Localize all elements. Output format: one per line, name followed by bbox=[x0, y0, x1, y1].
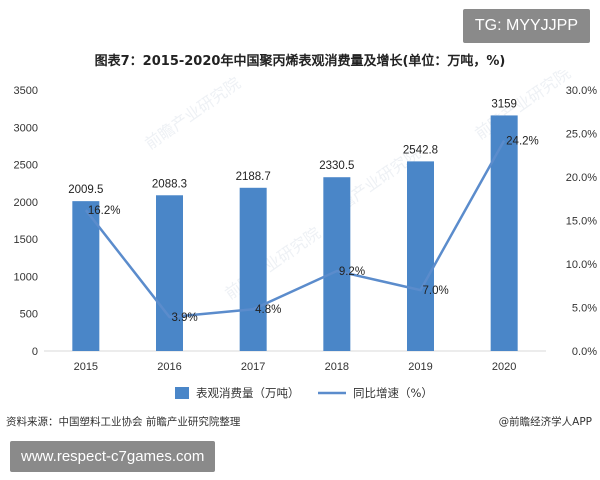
bar bbox=[407, 161, 434, 351]
channel-badge: TG: MYYJJPP bbox=[462, 9, 590, 43]
y-left-tick-label: 500 bbox=[20, 309, 38, 321]
bar bbox=[490, 115, 518, 351]
x-tick-label: 2020 bbox=[492, 361, 516, 373]
bar-value-label: 3159 bbox=[491, 98, 517, 110]
line-value-label: 16.2% bbox=[88, 205, 121, 217]
line-value-label: 4.8% bbox=[255, 304, 281, 316]
legend-bar-swatch bbox=[175, 387, 189, 399]
y-left-tick-label: 2000 bbox=[14, 197, 38, 209]
chart-canvas: 前瞻产业研究院前瞻产业研究院前瞻产业研究院前瞻产业研究院050010001500… bbox=[14, 70, 598, 400]
x-tick-label: 2016 bbox=[157, 361, 181, 373]
bar-value-label: 2188.7 bbox=[236, 171, 271, 183]
bar-value-label: 2330.5 bbox=[319, 160, 354, 172]
source-note: 资料来源：中国塑料工业协会 前瞻产业研究院整理 bbox=[6, 416, 241, 428]
chart-title: 图表7：2015-2020年中国聚丙烯表观消费量及增长(单位：万吨，%) bbox=[94, 54, 506, 69]
y-left-tick-label: 1000 bbox=[14, 271, 38, 283]
x-tick-label: 2017 bbox=[241, 361, 265, 373]
url-badge: www.respect-c7games.com bbox=[10, 441, 216, 472]
watermark-text-3: 前瞻产业研究院 bbox=[221, 223, 324, 303]
bar bbox=[323, 177, 351, 351]
y-right-tick-label: 10.0% bbox=[566, 259, 597, 271]
line-value-label: 9.2% bbox=[339, 266, 365, 278]
legend-line-label: 同比增速（%） bbox=[353, 386, 433, 400]
watermark-text-0: 前瞻产业研究院 bbox=[141, 73, 244, 153]
x-tick-label: 2019 bbox=[408, 361, 432, 373]
y-left-tick-label: 3500 bbox=[14, 85, 38, 97]
legend-bar-label: 表观消费量（万吨） bbox=[196, 386, 300, 400]
watermark-text-2: 前瞻产业研究院 bbox=[471, 70, 574, 143]
y-left-tick-label: 1500 bbox=[14, 234, 38, 246]
y-right-tick-label: 5.0% bbox=[572, 303, 597, 315]
bar bbox=[239, 187, 267, 351]
y-right-tick-label: 25.0% bbox=[566, 129, 597, 141]
brand-credit: @前瞻经济学人APP bbox=[498, 416, 592, 428]
y-right-tick-label: 20.0% bbox=[566, 172, 597, 184]
x-tick-label: 2018 bbox=[325, 361, 349, 373]
bar-value-label: 2542.8 bbox=[403, 144, 438, 156]
y-left-tick-label: 0 bbox=[32, 346, 38, 358]
y-left-tick-label: 2500 bbox=[14, 160, 38, 172]
x-tick-label: 2015 bbox=[74, 361, 98, 373]
y-right-tick-label: 30.0% bbox=[566, 85, 597, 97]
bar bbox=[156, 195, 183, 351]
line-value-label: 3.9% bbox=[172, 312, 198, 324]
y-left-tick-label: 3000 bbox=[14, 122, 38, 134]
growth-line bbox=[84, 139, 506, 319]
line-value-label: 24.2% bbox=[506, 135, 539, 147]
y-right-tick-label: 0.0% bbox=[572, 346, 597, 358]
y-right-tick-label: 15.0% bbox=[566, 216, 597, 228]
bar bbox=[72, 201, 100, 351]
bar-value-label: 2009.5 bbox=[68, 184, 103, 196]
bar-value-label: 2088.3 bbox=[152, 178, 187, 190]
line-value-label: 7.0% bbox=[423, 285, 449, 297]
